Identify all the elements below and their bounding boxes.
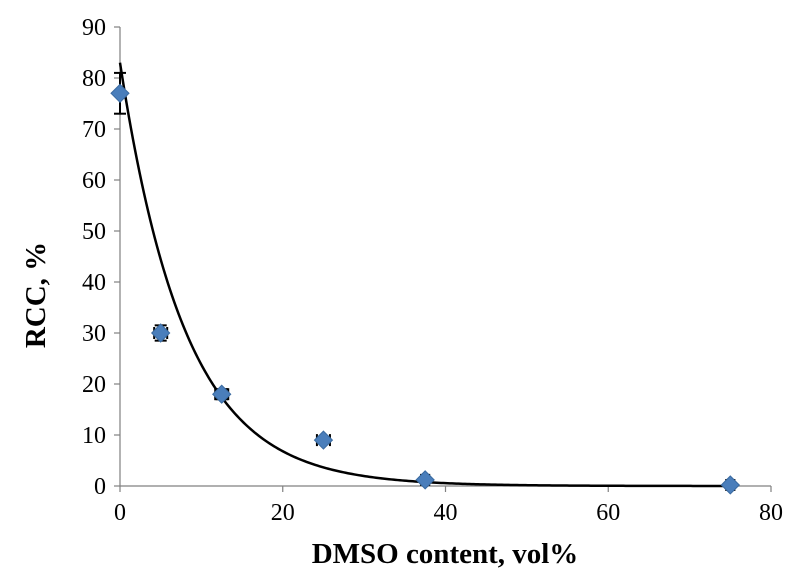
y-tick-label: 30	[82, 321, 106, 347]
x-tick-label: 0	[114, 500, 126, 526]
fit-curve	[118, 62, 730, 488]
data-point	[720, 475, 741, 495]
y-tick-label: 50	[82, 219, 106, 245]
y-tick-label: 70	[82, 117, 106, 143]
data-point	[150, 323, 171, 343]
y-tick-label: 0	[94, 474, 106, 500]
data-point	[313, 430, 334, 450]
y-tick-label: 90	[82, 15, 106, 41]
x-tick-label: 60	[596, 500, 620, 526]
y-tick-label: 10	[82, 423, 106, 449]
y-tick-label: 40	[82, 270, 106, 296]
data-point	[110, 83, 130, 104]
y-tick-label: 20	[82, 372, 106, 398]
y-tick-label: 60	[82, 168, 106, 194]
x-tick-label: 40	[434, 500, 458, 526]
tick-labels: 0 10 20 30 40 50 60 70 80 90 0 20 40 60 80	[82, 15, 783, 526]
axes	[114, 26, 772, 492]
data-point	[415, 470, 435, 490]
x-tick-label: 20	[271, 500, 295, 526]
data-point	[212, 384, 232, 404]
data-points	[110, 83, 741, 495]
error-bars	[114, 71, 737, 491]
x-axis-title: DMSO content, vol%	[312, 538, 579, 570]
y-axis-title: RCC, %	[20, 242, 52, 348]
y-tick-label: 80	[82, 66, 106, 92]
x-tick-label: 80	[759, 500, 783, 526]
